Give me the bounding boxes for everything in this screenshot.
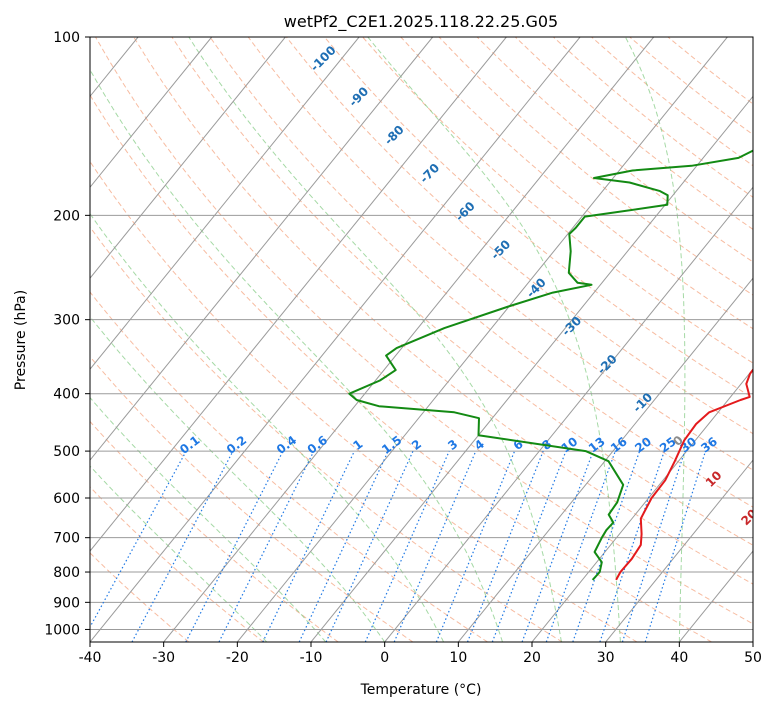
dry-adiabat: [324, 37, 753, 399]
mixing-ratio-line: [90, 450, 187, 629]
moist-adiabat: [90, 396, 327, 642]
y-tick-label: 100: [53, 30, 80, 46]
dry-adiabat: [209, 37, 753, 508]
mixing-ratio-line: [393, 450, 477, 642]
mixing-ratio-line: [298, 450, 389, 642]
x-tick-label: -40: [79, 650, 102, 666]
y-tick-label: 800: [53, 565, 80, 581]
dry-adiabat: [90, 226, 563, 642]
dry-adiabat: [90, 552, 190, 642]
moist-adiabat: [90, 315, 386, 642]
moist-adiabat: [367, 37, 621, 642]
plot-background: [90, 37, 753, 642]
isotherm-line: [310, 95, 753, 642]
y-tick-label: 600: [53, 491, 80, 507]
moist-adiabat: [90, 68, 503, 642]
x-tick-label: -20: [226, 650, 249, 666]
mixing-ratio-line: [572, 450, 641, 642]
x-tick-label: 20: [523, 650, 541, 666]
dry-adiabat: [90, 160, 638, 642]
moist-adiabat: [90, 212, 445, 642]
dry-adiabat: [95, 37, 753, 625]
isotherm-line: [457, 277, 753, 642]
x-tick-label: 0: [380, 650, 389, 666]
temperature-profile-line: [615, 300, 753, 581]
mixing-ratio-line: [599, 450, 665, 642]
isotherm-line: [90, 37, 360, 370]
x-tick-label: -30: [152, 650, 175, 666]
y-tick-label: 300: [53, 313, 80, 329]
x-tick-label: 50: [744, 650, 762, 666]
plot-frame: [89, 36, 754, 643]
mixing-ratio-line: [262, 450, 355, 642]
y-tick-label: 700: [53, 531, 80, 547]
dry-adiabat: [90, 420, 339, 642]
chart-title: wetPf2_C2E1.2025.118.22.25.G05: [284, 12, 558, 32]
y-axis-label: Pressure (hPa): [13, 290, 29, 390]
x-tick-label: 40: [670, 650, 688, 666]
isotherm-line: [605, 459, 753, 642]
data-series: [348, 149, 753, 581]
dry-adiabat: [90, 291, 488, 642]
x-tick-label: 30: [597, 650, 615, 666]
isotherm-line: [90, 37, 213, 189]
dry-adiabat: [362, 37, 753, 364]
isotherm-line: [90, 37, 434, 461]
dry-adiabat: [438, 37, 753, 296]
mixing-ratio-line: [621, 450, 686, 642]
axis-ticks: -40 -30 -20 -10 0 10 20 30 40 50 100 200 300 400 500 60…: [44, 30, 762, 666]
mixing-ratio-line: [364, 450, 450, 642]
moist-adiabat: [188, 37, 562, 642]
x-axis-label: Temperature (°C): [360, 682, 482, 698]
moist-adiabat: [624, 37, 686, 642]
x-tick-label: -10: [300, 650, 323, 666]
isotherm-line: [90, 37, 286, 280]
mixing-ratio-line: [644, 450, 707, 642]
isotherm-line: [0, 37, 64, 642]
dry-adiabat: [247, 37, 753, 471]
mixing-ratio-line: [545, 450, 616, 642]
y-tick-label: 400: [53, 387, 80, 403]
dewpoint-profile-line: [348, 149, 753, 581]
isotherm-line: [163, 37, 655, 642]
dry-adiabat: [133, 37, 753, 585]
y-tick-label: 1000: [44, 622, 80, 638]
isotherm-line: [531, 368, 753, 642]
isotherm-line: [384, 186, 753, 642]
y-tick-label: 500: [53, 444, 80, 460]
moist-adiabat: [90, 465, 268, 642]
y-tick-label: 900: [53, 595, 80, 611]
mixing-ratio-line: [325, 450, 414, 642]
isotherm-line: [90, 37, 507, 552]
isotherm-line: [236, 37, 728, 642]
isotherm-line: [90, 37, 581, 642]
x-tick-label: 10: [449, 650, 467, 666]
isotherm-line: [752, 641, 753, 642]
y-tick-label: 200: [53, 208, 80, 224]
dry-adiabat: [90, 94, 712, 642]
